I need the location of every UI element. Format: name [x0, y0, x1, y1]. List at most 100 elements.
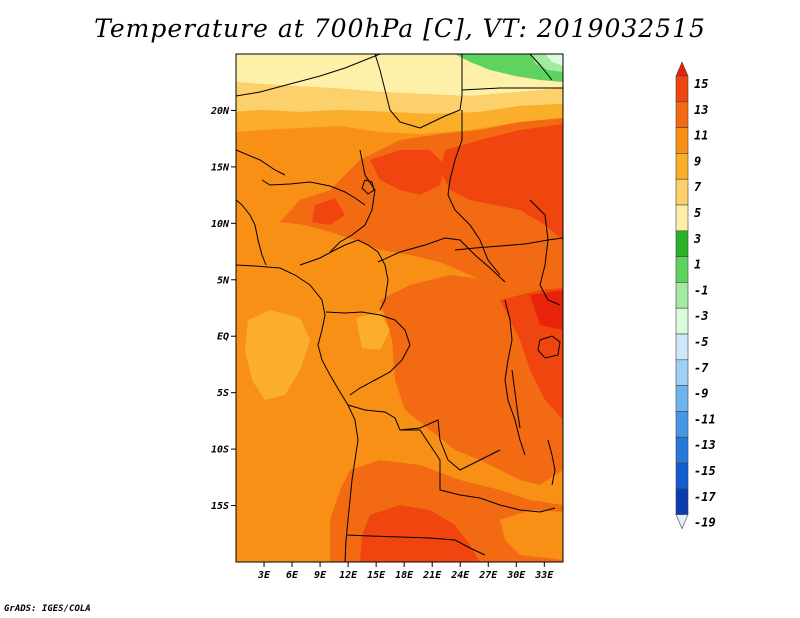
colorbar-label: 1 — [694, 258, 701, 272]
colorbar-label: -17 — [694, 490, 716, 504]
colorbar-swatch — [675, 204, 689, 232]
lake-victoria — [537, 335, 561, 359]
colorbar-label: -5 — [694, 335, 708, 349]
border-nigeria-cameroon — [299, 239, 389, 311]
lake-tanganyika — [511, 369, 521, 429]
lake-malawi — [547, 439, 556, 486]
colorbar-label: -19 — [694, 516, 716, 530]
field-north-band-7 — [236, 82, 563, 114]
field-southwest-9 — [236, 470, 330, 562]
coastline-west-africa — [236, 264, 359, 562]
coastlines-and-borders — [236, 54, 563, 562]
border-drc-east — [504, 299, 526, 456]
x-tick-label: 27E — [478, 570, 498, 581]
colorbar-label: 3 — [693, 232, 701, 246]
colorbar-swatch — [675, 436, 689, 464]
x-tick-label: 3E — [257, 570, 271, 581]
colorbar-swatch — [675, 359, 689, 386]
colorbar-swatch — [675, 230, 689, 257]
colorbar-swatch — [675, 282, 689, 309]
colorbar-swatch — [675, 411, 689, 438]
colorbar-swatch — [675, 178, 689, 206]
field-sahel-13a — [370, 150, 445, 195]
x-tick-label: 18E — [395, 570, 414, 581]
colorbar-swatch — [675, 153, 689, 180]
temperature-field — [236, 54, 563, 562]
border-nigeria — [261, 179, 366, 206]
border-zambia-south — [479, 497, 556, 513]
colorbar-label: -15 — [694, 464, 716, 478]
x-axis: 3E 6E 9E 12E 15E 18E 21E 24E 27E 30E 33E — [257, 562, 554, 581]
field-pale-patch — [545, 54, 563, 66]
plot-frame — [235, 53, 564, 563]
field-north-band-7b — [236, 104, 563, 134]
field-sahel-13c — [312, 198, 345, 225]
field-atlantic-7b — [356, 312, 390, 350]
border-cameroon-gabon — [325, 311, 396, 321]
colorbar-swatch — [675, 385, 689, 412]
field-south-13 — [360, 505, 480, 562]
colorbar-label: -9 — [694, 387, 708, 401]
y-tick-label: 5N — [217, 275, 230, 286]
colorbar-label: -7 — [694, 361, 709, 375]
y-tick-label: 10S — [211, 445, 229, 456]
colorbar-label: -1 — [694, 283, 708, 297]
colorbar-swatch — [675, 488, 689, 515]
lake-chad — [361, 179, 375, 195]
y-tick-label: 10N — [211, 219, 230, 230]
y-axis: 20N 15N 10N 5N EQ 5S 10S 15S — [210, 106, 236, 512]
grads-credit: GrADS: IGES/COLA — [4, 604, 91, 614]
border-drc-angola — [347, 404, 501, 471]
y-tick-label: 15S — [211, 501, 229, 512]
colorbar-swatch — [675, 101, 689, 128]
x-tick-label: 24E — [450, 570, 470, 581]
colorbar-swatch — [675, 333, 689, 361]
colorbar-swatch — [675, 307, 689, 335]
border-namibia — [345, 534, 486, 556]
field-sahel-13b — [440, 124, 563, 240]
colorbar-label: 11 — [694, 129, 708, 143]
colorbar-label: -3 — [694, 309, 708, 323]
border-sudan-southsudan — [454, 237, 563, 251]
x-tick-label: 33E — [534, 570, 554, 581]
colorbar: 15 13 11 9 7 5 3 1 -1 -3 -5 -7 -9 -11 -13 -15 -17 -19 — [675, 61, 716, 530]
colorbar-label: -11 — [694, 412, 716, 426]
x-tick-label: 6E — [286, 570, 299, 581]
chart-title: Temperature at 700hPa [C], VT: 201903251… — [94, 14, 706, 43]
colorbar-bottom-arrow — [675, 514, 689, 530]
colorbar-label: 9 — [694, 154, 701, 168]
colorbar-swatch — [675, 462, 689, 490]
border-ethiopia — [529, 199, 561, 306]
y-tick-label: 20N — [210, 106, 230, 117]
border-sahara-north — [236, 54, 381, 97]
x-tick-label: 21E — [422, 570, 442, 581]
x-tick-label: 30E — [506, 570, 526, 581]
border-libya-egypt — [374, 54, 463, 129]
colorbar-swatch — [675, 256, 689, 283]
x-tick-label: 15E — [367, 570, 386, 581]
border-egypt-sudan — [461, 87, 563, 91]
border-niger-chad — [329, 149, 376, 253]
y-tick-label: 15N — [211, 162, 230, 173]
western-coast-north — [236, 199, 267, 266]
colorbar-label: 7 — [694, 180, 702, 194]
border-angola-zambia — [400, 429, 481, 499]
red-sea-coast — [529, 54, 553, 81]
field-ne-15 — [530, 290, 563, 330]
colorbar-label: 15 — [694, 77, 708, 91]
colorbar-label: 5 — [694, 206, 701, 220]
y-tick-label: 5S — [217, 388, 229, 399]
y-tick-label: EQ — [217, 332, 229, 343]
border-congo-drc — [349, 319, 411, 396]
field-south-9 — [500, 510, 563, 560]
border-car — [377, 237, 506, 283]
colorbar-label: 13 — [694, 103, 708, 117]
x-tick-label: 12E — [339, 570, 358, 581]
field-atlantic-7a — [245, 310, 310, 400]
colorbar-label: -13 — [694, 438, 716, 452]
colorbar-swatch — [675, 127, 689, 154]
border-chad-sudan — [447, 110, 501, 276]
x-tick-label: 9E — [314, 570, 327, 581]
colorbar-top-arrow — [675, 61, 689, 77]
